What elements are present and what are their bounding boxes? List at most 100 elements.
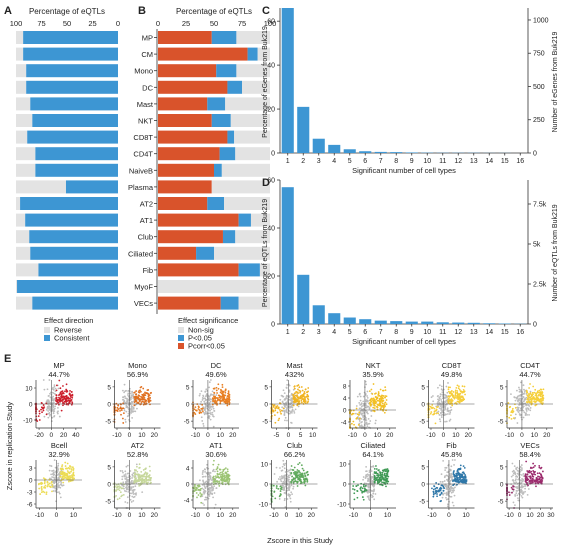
c-y-tick-label: 20 — [267, 107, 275, 114]
scatter-point-sig — [221, 393, 224, 396]
scatter-percent: 49.6% — [205, 370, 227, 379]
scatter-point-sig — [39, 482, 42, 485]
scatter-x-tick-label: -10 — [35, 512, 45, 519]
scatter-point-sig — [135, 477, 138, 479]
scatter-point-sig — [527, 484, 529, 487]
panel-b-bar-pcorr — [158, 147, 220, 161]
d-x-tick-label: 2 — [301, 329, 305, 336]
scatter-point-sig — [290, 479, 293, 481]
scatter-point-sig — [223, 479, 225, 481]
panel-c-ylabel-right: Number of eGenes from Buk219 — [552, 32, 559, 133]
scatter-point-nonsig — [208, 495, 211, 497]
scatter-x-tick-label: 0 — [50, 432, 54, 439]
d-bar — [328, 313, 341, 324]
scatter-point-sig — [224, 472, 227, 474]
scatter-point-nonsig — [368, 469, 371, 472]
scatter-point-sig — [376, 406, 379, 409]
scatter-point-sig — [528, 480, 531, 483]
scatter-point-sig — [356, 413, 359, 416]
scatter-point-sig — [51, 483, 54, 486]
scatter-point-nonsig — [54, 477, 56, 480]
panel-e-xlabel: Zscore in this Study — [267, 536, 333, 545]
panel-a-bar-consistent — [20, 197, 118, 210]
scatter-point-nonsig — [203, 482, 205, 484]
scatter-point-sig — [526, 401, 529, 404]
scatter-point-sig — [46, 485, 49, 487]
scatter-point-nonsig — [203, 397, 206, 400]
scatter-point-sig — [42, 407, 45, 410]
scatter-y-tick-label: 0 — [264, 482, 268, 489]
scatter-point-nonsig — [288, 489, 291, 491]
scatter-point-nonsig — [200, 400, 203, 403]
panel-a-bar-reverse — [16, 280, 18, 293]
scatter-point-sig — [365, 489, 368, 491]
scatter-point-nonsig — [212, 496, 214, 499]
scatter-percent: 44.7% — [519, 370, 541, 379]
scatter-point-nonsig — [519, 394, 522, 396]
scatter-point-sig — [373, 409, 376, 412]
scatter-point-nonsig — [519, 390, 522, 393]
scatter-point-sig — [212, 387, 215, 390]
scatter-point-nonsig — [444, 403, 447, 406]
scatter-point-sig — [71, 477, 74, 480]
scatter-point-sig — [135, 390, 138, 392]
scatter-point-nonsig — [57, 473, 59, 476]
scatter-point-sig — [216, 476, 219, 479]
scatter-point-nonsig — [52, 469, 55, 472]
scatter-point-sig — [432, 406, 434, 409]
scatter-point-nonsig — [128, 402, 130, 405]
scatter-point-nonsig — [368, 477, 371, 479]
scatter-point-nonsig — [522, 400, 525, 403]
scatter-point-sig — [55, 394, 58, 397]
scatter-point-sig — [143, 481, 146, 484]
scatter-point-sig — [370, 400, 373, 403]
scatter-point-sig — [216, 470, 219, 473]
scatter-y-tick-label: 0 — [500, 482, 504, 489]
scatter-point-nonsig — [517, 411, 520, 414]
scatter-point-sig — [450, 389, 453, 392]
scatter-point-sig — [463, 385, 466, 388]
scatter-point-sig — [149, 479, 152, 482]
scatter-point-nonsig — [514, 479, 517, 482]
scatter-point-sig — [373, 397, 375, 400]
category-label: Club — [138, 233, 153, 242]
scatter-point-nonsig — [527, 404, 529, 407]
scatter-point-nonsig — [286, 383, 288, 386]
scatter-point-sig — [376, 397, 379, 400]
scatter-point-sig — [65, 473, 68, 476]
scatter-point-sig — [137, 398, 140, 401]
scatter-point-nonsig — [212, 425, 215, 428]
scatter-point-nonsig — [367, 485, 369, 488]
scatter-point-nonsig — [513, 465, 516, 468]
scatter-point-nonsig — [52, 392, 55, 394]
scatter-point-sig — [540, 401, 542, 404]
scatter-point-sig — [457, 387, 460, 390]
scatter-point-nonsig — [440, 473, 443, 476]
panel-a-bar-reverse — [16, 80, 27, 94]
panel-c-letter: C — [262, 5, 270, 17]
scatter-point-sig — [59, 392, 62, 395]
panel-a-bar-consistent — [35, 163, 118, 177]
scatter-point-sig — [120, 482, 122, 485]
scatter-point-sig — [277, 419, 280, 422]
scatter-point-sig — [69, 393, 71, 396]
scatter-point-sig — [195, 489, 198, 491]
scatter-point-sig — [70, 470, 72, 473]
scatter-point-sig — [376, 481, 379, 483]
scatter-point-nonsig — [289, 412, 291, 415]
scatter-point-sig — [350, 422, 353, 425]
scatter-point-sig — [374, 393, 376, 395]
scatter-title: Ciliated — [360, 441, 385, 450]
panel-b-bar-nonsig — [242, 80, 270, 94]
scatter-point-nonsig — [60, 482, 63, 484]
scatter-point-nonsig — [356, 395, 359, 398]
scatter-point-sig — [294, 470, 296, 473]
scatter-point-nonsig — [441, 391, 444, 394]
scatter-x-tick-label: 0 — [128, 512, 132, 519]
scatter-point-nonsig — [56, 491, 59, 494]
scatter-point-nonsig — [52, 480, 55, 483]
scatter-point-nonsig — [368, 479, 371, 482]
scatter-point-sig — [539, 400, 541, 403]
scatter-point-sig — [541, 391, 543, 393]
panel-b-bar-nonsig — [257, 47, 270, 61]
